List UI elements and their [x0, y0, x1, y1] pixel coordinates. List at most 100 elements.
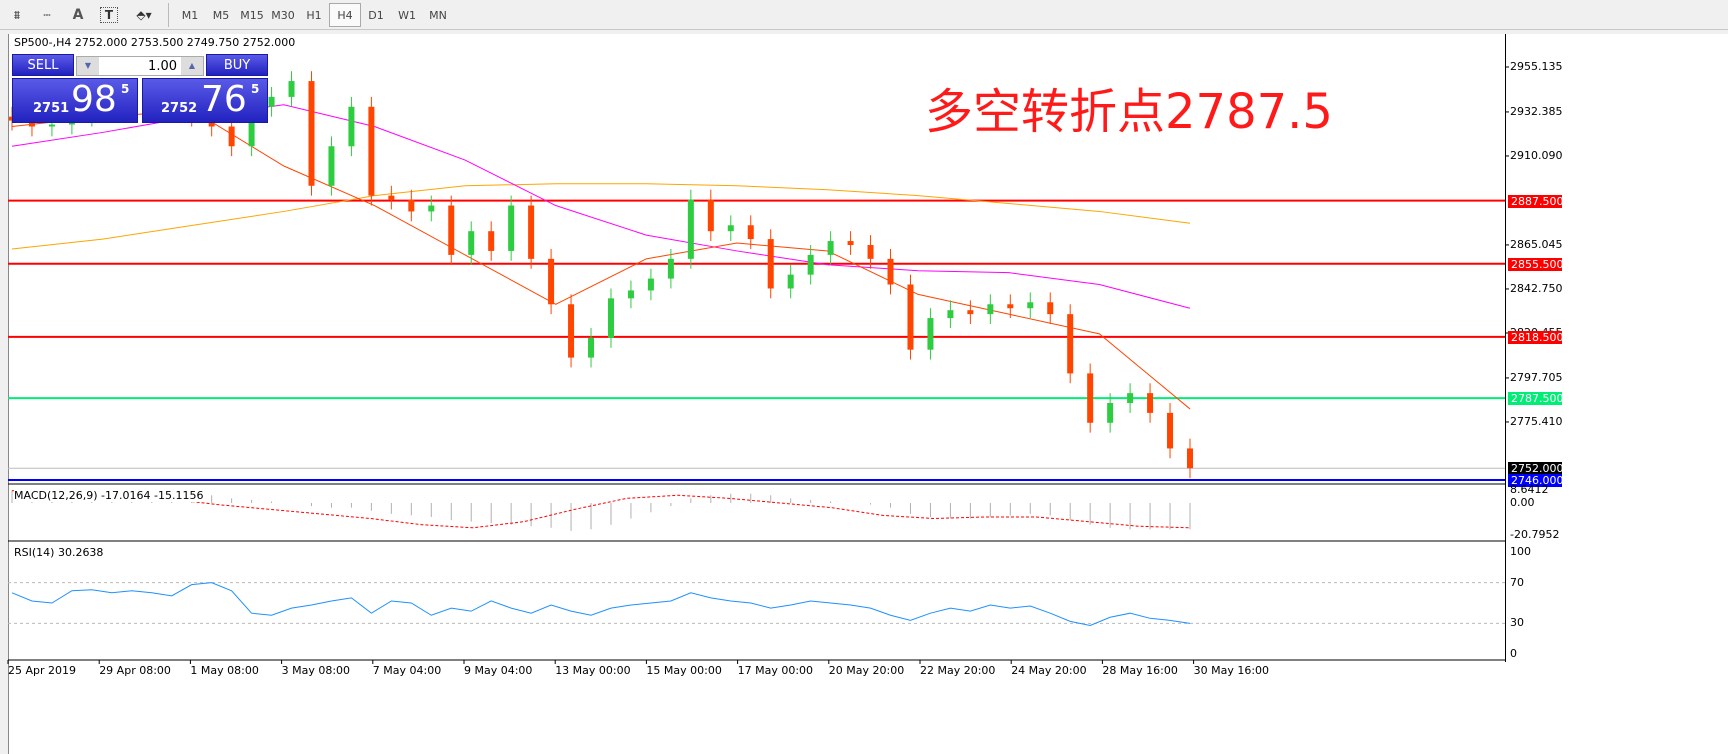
candle — [967, 310, 974, 315]
time-label: 29 Apr 08:00 — [99, 664, 171, 677]
candle — [328, 146, 335, 186]
candle — [228, 126, 235, 147]
one-click-trading-panel: SELL ▼ 1.00 ▲ BUY 2751 98 5 2752 76 5 — [12, 54, 268, 123]
candle — [288, 81, 295, 97]
price-scale-label: 2775.410 — [1510, 414, 1563, 428]
level-tag: 2818.500 — [1508, 330, 1564, 344]
level-tag: 2752.000 — [1508, 462, 1564, 476]
candle — [927, 318, 934, 350]
buy-price-pips: 76 — [201, 79, 247, 120]
candle — [1167, 412, 1174, 449]
text-icon[interactable]: A — [72, 7, 84, 23]
candle — [428, 205, 435, 212]
macd-scale-label: 0.00 — [1510, 496, 1535, 509]
timeframe-h4[interactable]: H4 — [329, 3, 361, 27]
candle — [28, 120, 35, 127]
time-label: 24 May 20:00 — [1011, 664, 1087, 677]
time-label: 20 May 20:00 — [828, 664, 905, 677]
candle — [907, 284, 914, 350]
candle — [388, 195, 395, 200]
candle — [1107, 403, 1114, 423]
macd-scale-label: -20.7952 — [1510, 528, 1560, 542]
candle — [1147, 393, 1154, 413]
candle — [348, 106, 355, 147]
rsi-scale-label: 0 — [1510, 647, 1517, 660]
buy-price[interactable]: 2752 76 5 — [142, 78, 268, 123]
timeframe-d1[interactable]: D1 — [368, 8, 384, 22]
timeframe-m15[interactable]: M15 — [240, 8, 264, 22]
sell-price-pips: 98 — [71, 79, 117, 120]
volume-down-icon[interactable]: ▼ — [77, 57, 99, 75]
timeframe-mn[interactable]: MN — [429, 8, 447, 22]
time-label: 28 May 16:00 — [1102, 664, 1178, 677]
candle — [687, 199, 694, 259]
macd-signal-line — [11, 490, 1191, 529]
timeframe-m30[interactable]: M30 — [271, 8, 295, 22]
candle — [707, 199, 714, 232]
candle — [847, 241, 854, 246]
candle — [48, 124, 55, 127]
ma-fast-line — [11, 110, 1191, 410]
time-label: 22 May 20:00 — [920, 664, 996, 677]
candle — [588, 337, 595, 358]
candle — [867, 245, 874, 259]
time-label: 15 May 00:00 — [646, 664, 722, 677]
sell-price-fraction: 5 — [121, 82, 130, 96]
candle — [807, 254, 814, 275]
candle — [528, 205, 535, 259]
candle — [248, 106, 255, 147]
level-tag: 2887.500 — [1508, 194, 1564, 208]
volume-field[interactable]: ▼ 1.00 ▲ — [76, 56, 204, 76]
volume-value: 1.00 — [148, 59, 177, 74]
price-scale-label: 2797.705 — [1510, 370, 1563, 384]
candle — [1067, 314, 1074, 374]
time-label: 13 May 00:00 — [555, 664, 631, 677]
timeframe-h1[interactable]: H1 — [306, 8, 322, 22]
candle — [268, 96, 275, 107]
candle — [448, 205, 455, 255]
candle — [627, 290, 634, 299]
price-scale-label: 2910.090 — [1510, 148, 1563, 162]
sell-price[interactable]: 2751 98 5 — [12, 78, 138, 123]
periods-separator-icon[interactable]: ┅ — [43, 8, 51, 22]
candle — [987, 304, 994, 315]
volume-up-icon[interactable]: ▲ — [181, 57, 203, 75]
time-label: 3 May 08:00 — [281, 664, 351, 677]
candle — [647, 278, 654, 291]
buy-button[interactable]: BUY — [206, 54, 268, 76]
price-scale-label: 2842.750 — [1510, 281, 1563, 295]
price-scale-label: 2932.385 — [1510, 104, 1563, 118]
time-label: 9 May 04:00 — [464, 664, 533, 677]
candle — [308, 81, 315, 186]
candle — [767, 239, 774, 289]
candle — [727, 225, 734, 232]
candle — [408, 199, 415, 212]
sell-button[interactable]: SELL — [12, 54, 74, 76]
macd-label: MACD(12,26,9) -17.0164 -15.1156 — [14, 489, 204, 502]
timeframe-m5[interactable]: M5 — [212, 8, 230, 22]
candle — [1027, 302, 1034, 309]
candle — [827, 241, 834, 255]
candle — [947, 310, 954, 319]
ma-slow-line — [11, 183, 1191, 250]
candle — [747, 225, 754, 240]
timeframe-w1[interactable]: W1 — [398, 8, 416, 22]
time-label: 25 Apr 2019 — [8, 664, 77, 677]
candle — [508, 205, 515, 251]
rsi-scale-label: 30 — [1510, 616, 1524, 630]
text-label-icon[interactable]: T — [100, 7, 118, 23]
timeframe-m1[interactable]: M1 — [181, 8, 199, 22]
chart-area[interactable] — [8, 34, 1728, 754]
candle — [548, 258, 555, 305]
candle — [1127, 393, 1134, 404]
time-label: 17 May 00:00 — [737, 664, 814, 677]
candle — [1087, 373, 1094, 423]
arrows-icon[interactable]: ⬘▾ — [136, 8, 152, 22]
candle — [1187, 448, 1193, 469]
rsi-label: RSI(14) 30.2638 — [14, 546, 104, 559]
candle — [667, 258, 674, 279]
pivot-annotation: 多空转折点2787.5 — [925, 84, 1333, 140]
candle — [607, 298, 614, 338]
level-tag: 2855.500 — [1508, 257, 1564, 271]
indicators-icon[interactable]: ⩩ — [13, 7, 21, 22]
